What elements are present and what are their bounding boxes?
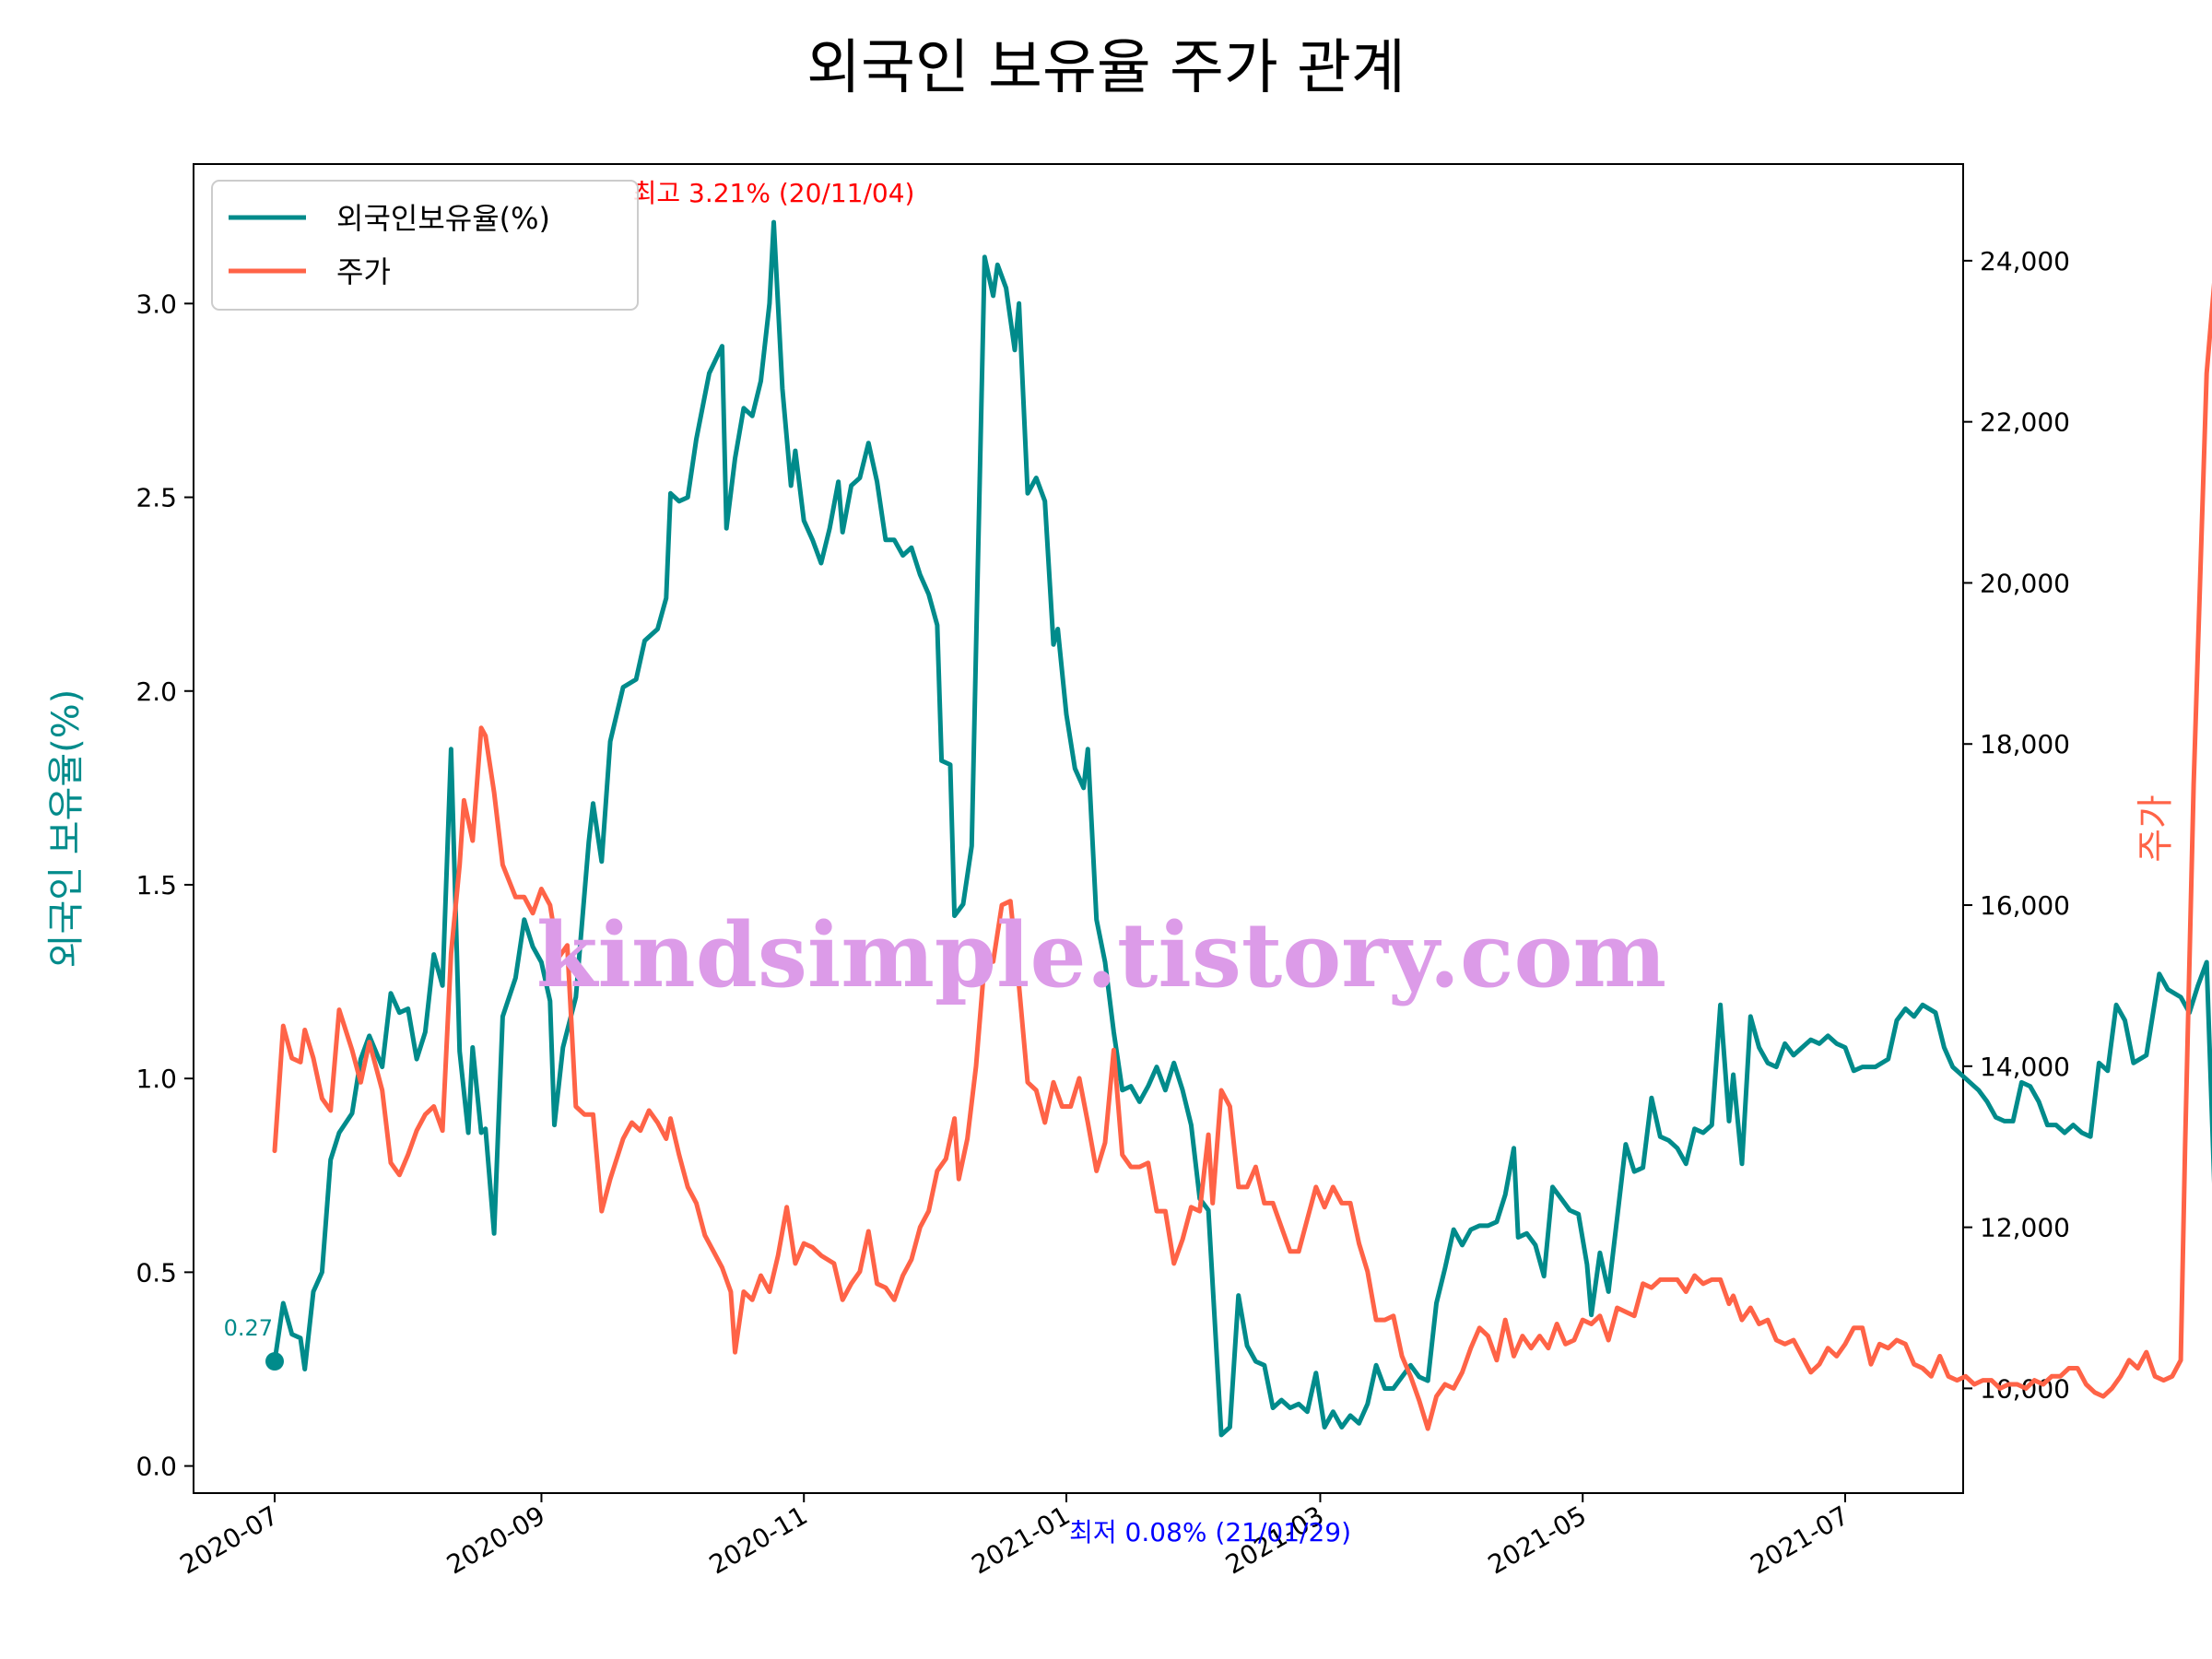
x-tick-label-5: 2021-05 bbox=[1483, 1500, 1592, 1580]
legend-label-ratio: 외국인보유율(%) bbox=[336, 201, 550, 236]
x-tick-label-0: 2020-07 bbox=[175, 1500, 284, 1580]
y2-tick-label-2: 14,000 bbox=[1980, 1052, 2070, 1082]
watermark-text: kindsimple.tistory.com bbox=[536, 903, 1666, 1007]
plot-area bbox=[193, 163, 1964, 1494]
y-tick-label-4: 2.0 bbox=[135, 677, 177, 707]
max-annotation: 최고 3.21% (20/11/04) bbox=[633, 178, 915, 208]
y-axis-left: 0.0 0.5 1.0 1.5 2.0 2.5 3.0 bbox=[135, 288, 194, 1482]
legend-box bbox=[211, 180, 639, 311]
plot-frame bbox=[193, 163, 1964, 1494]
y2-tick-label-3: 16,000 bbox=[1980, 890, 2070, 921]
start-value-label: 0.27 bbox=[224, 1315, 273, 1341]
y2-tick-label-6: 22,000 bbox=[1980, 407, 2070, 438]
x-tick-label-2: 2020-11 bbox=[704, 1500, 813, 1580]
x-tick-label-1: 2020-09 bbox=[441, 1500, 550, 1580]
annotation-layer: 최고 3.21% (20/11/04) 최저 0.08% (21/01/29) 0.… bbox=[224, 178, 1351, 1547]
series-layer bbox=[272, 219, 2212, 1438]
y2-axis-title: 주가 bbox=[2135, 794, 2177, 863]
y2-tick-label-7: 24,000 bbox=[1980, 246, 2070, 276]
x-tick-label-3: 2021-01 bbox=[967, 1500, 1076, 1580]
y-tick-label-1: 0.5 bbox=[135, 1257, 177, 1288]
x-tick-label-6: 2021-07 bbox=[1746, 1500, 1854, 1580]
ratio-line bbox=[272, 219, 2212, 1438]
price-line bbox=[272, 282, 2212, 1431]
y-tick-label-5: 2.5 bbox=[135, 483, 177, 513]
y2-tick-label-1: 12,000 bbox=[1980, 1213, 2070, 1243]
y-tick-label-6: 3.0 bbox=[135, 288, 177, 319]
legend: 외국인보유율(%) 주가 bbox=[211, 180, 639, 311]
legend-label-price: 주가 bbox=[336, 254, 391, 289]
y2-tick-label-5: 20,000 bbox=[1980, 568, 2070, 598]
min-annotation: 최저 0.08% (21/01/29) bbox=[1069, 1517, 1351, 1547]
chart-title: 외국인 보유율 주가 관계 bbox=[806, 34, 1406, 102]
y2-tick-label-4: 18,000 bbox=[1980, 729, 2070, 759]
x-axis: 2020-07 2020-09 2020-11 2021-01 2021-03 2021-… bbox=[175, 1493, 1854, 1581]
y-axis-right: 10,00012,00014,00016,00018,00020,00022,0… bbox=[1963, 246, 2070, 1404]
y-axis-title: 외국인 보유율(%) bbox=[45, 689, 88, 969]
y-tick-label-0: 0.0 bbox=[135, 1452, 177, 1482]
y-tick-label-2: 1.0 bbox=[135, 1064, 177, 1094]
y-tick-label-3: 1.5 bbox=[135, 870, 177, 900]
start-marker bbox=[265, 1352, 284, 1371]
